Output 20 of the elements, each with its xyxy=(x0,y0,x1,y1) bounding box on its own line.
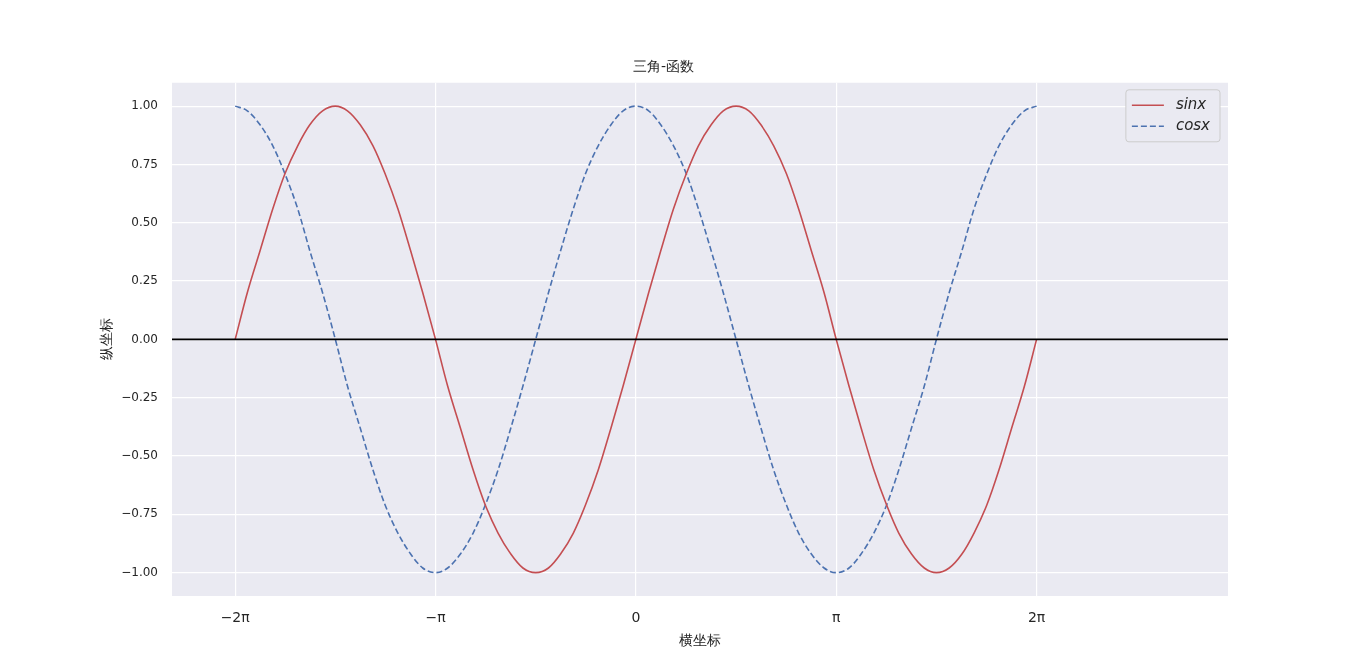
y-tick-label: −0.75 xyxy=(121,506,158,521)
y-tick-label: 0.75 xyxy=(131,156,158,171)
y-tick-label: −0.25 xyxy=(121,389,158,404)
x-tick-label: −2π xyxy=(220,609,251,626)
y-tick-label: −0.50 xyxy=(121,448,158,463)
y-tick-label: 0.25 xyxy=(131,273,158,288)
y-tick-label: 0.50 xyxy=(131,214,158,229)
y-tick-label: −1.00 xyxy=(121,564,158,579)
line-series xyxy=(234,105,1038,574)
chart-title: 三角-函数 xyxy=(632,58,695,75)
legend-label: cosx xyxy=(1175,116,1211,135)
legend-label: sinx xyxy=(1175,95,1207,114)
y-tick-label: 0.00 xyxy=(131,331,158,346)
x-tick-label: 2π xyxy=(1027,609,1046,626)
y-tick-label: 1.00 xyxy=(131,98,158,113)
y-axis-title: 纵坐标 xyxy=(98,318,115,361)
x-tick-label: π xyxy=(832,609,842,626)
x-tick-label: 0 xyxy=(631,609,641,626)
x-axis-title: 横坐标 xyxy=(679,632,721,649)
x-tick-label: −π xyxy=(425,609,447,626)
